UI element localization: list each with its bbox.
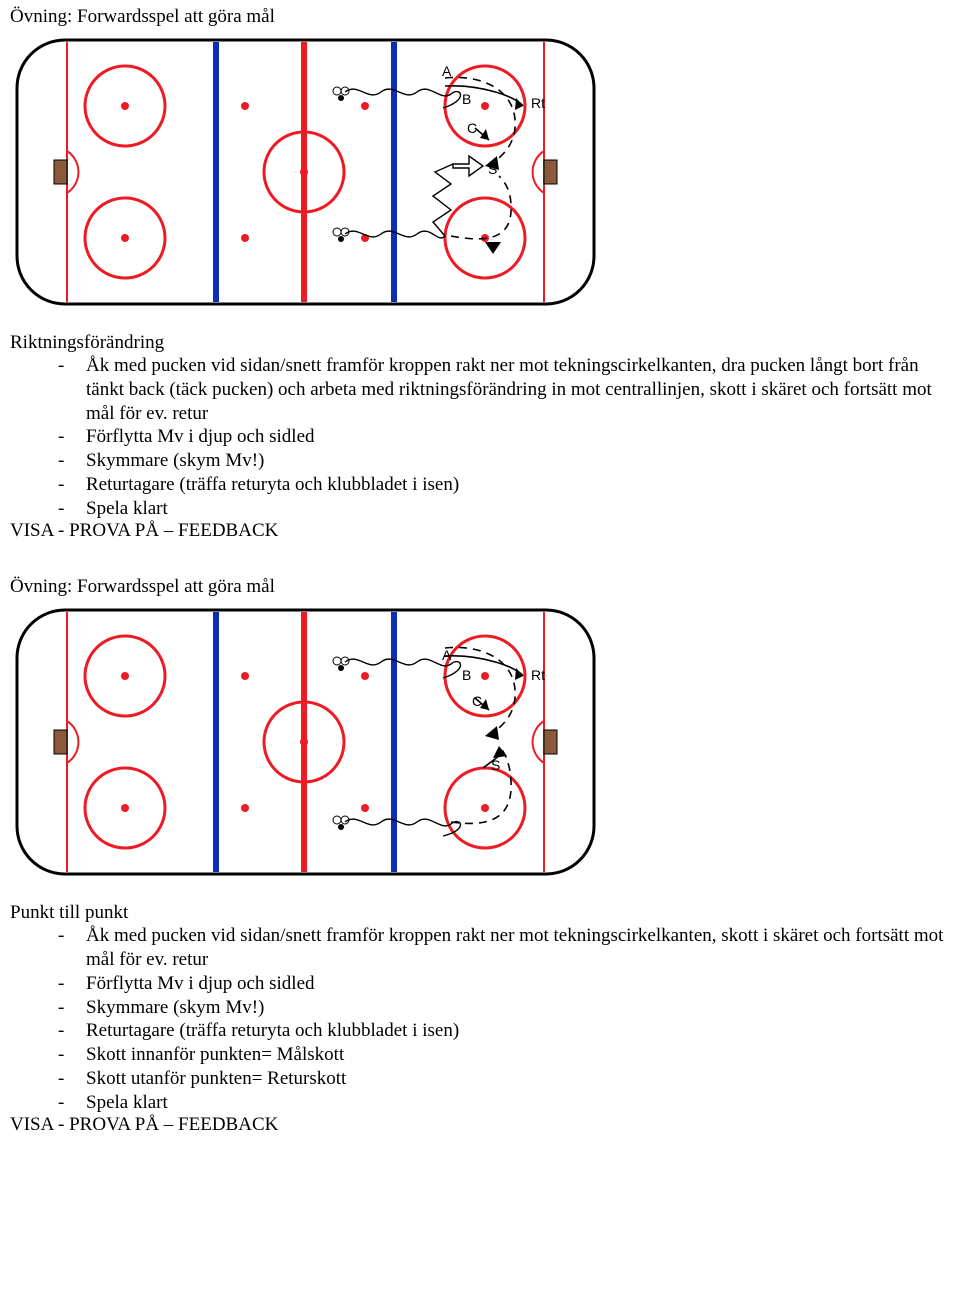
ex2-bullet: Skott utanför punkten= Returskott	[58, 1067, 950, 1091]
exercise-title-2: Övning: Forwardsspel att göra mål	[10, 576, 950, 598]
ex1-bullet: Skymmare (skym Mv!)	[58, 449, 950, 473]
ex1-footer: VISA - PROVA PÅ – FEEDBACK	[10, 520, 950, 542]
label-a: A	[442, 63, 452, 79]
ex2-bullet: Åk med pucken vid sidan/snett framför kr…	[58, 924, 950, 972]
ex1-subheading: Riktningsförändring	[10, 332, 950, 354]
label-s: S	[491, 757, 500, 773]
ex2-bullet: Skott innanför punkten= Målskott	[58, 1043, 950, 1067]
label-rt: Rt	[531, 667, 545, 683]
ex2-bullet: Spela klart	[58, 1091, 950, 1115]
ex2-bullet: Returtagare (träffa returyta och klubbla…	[58, 1019, 950, 1043]
ex2-bullets: Åk med pucken vid sidan/snett framför kr…	[10, 924, 950, 1114]
label-a: A	[442, 647, 452, 663]
ex2-bullet: Förflytta Mv i djup och sidled	[58, 972, 950, 996]
label-rt: Rt	[531, 95, 545, 111]
rink-diagram-1: A B C S Rt	[13, 36, 950, 314]
ex1-bullet: Åk med pucken vid sidan/snett framför kr…	[58, 354, 950, 425]
label-c: C	[467, 120, 477, 136]
ex1-bullets: Åk med pucken vid sidan/snett framför kr…	[10, 354, 950, 520]
ex2-bullet: Skymmare (skym Mv!)	[58, 996, 950, 1020]
ex2-subheading: Punkt till punkt	[10, 902, 950, 924]
label-b: B	[462, 91, 471, 107]
ex1-bullet: Returtagare (träffa returyta och klubbla…	[58, 473, 950, 497]
ex1-bullet: Spela klart	[58, 497, 950, 521]
ex1-bullet: Förflytta Mv i djup och sidled	[58, 425, 950, 449]
ex2-footer: VISA - PROVA PÅ – FEEDBACK	[10, 1114, 950, 1136]
label-c: C	[472, 693, 482, 709]
label-s: S	[488, 161, 497, 177]
exercise-title: Övning: Forwardsspel att göra mål	[10, 6, 950, 28]
label-b: B	[462, 667, 471, 683]
rink-diagram-2: A B C S Rt	[13, 606, 950, 884]
